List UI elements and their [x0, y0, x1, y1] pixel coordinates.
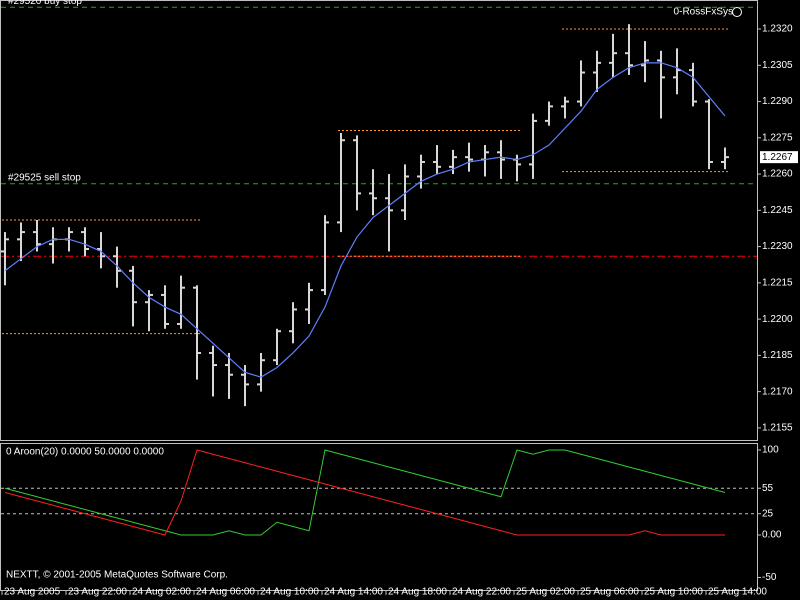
y-tick-label: 1.2215: [762, 277, 793, 288]
y-tick-label: 1.2290: [762, 96, 793, 107]
order-label: #29520 buy stop: [8, 0, 82, 7]
price-pane-frame: [0, 0, 758, 441]
y-tick-label: 55: [762, 483, 774, 494]
y-tick-label: 1.2275: [762, 132, 793, 143]
indicator-pane-frame: [0, 443, 758, 591]
order-label: #29525 sell stop: [8, 172, 81, 183]
x-tick-label: 24 Aug 06:00: [196, 587, 255, 598]
y-tick-label: 1.2170: [762, 386, 793, 397]
y-tick-label: -50: [762, 572, 777, 583]
copyright: NEXTT, © 2001-2005 MetaQuotes Software C…: [6, 570, 228, 581]
x-tick-label: 24 Aug 10:00: [260, 587, 319, 598]
expert-name: 0-RossFxSys: [674, 7, 733, 18]
y-tick-label: 1.2260: [762, 169, 793, 180]
x-tick-label: 25 Aug 10:00: [644, 587, 703, 598]
x-tick-label: 25 Aug 14:00: [708, 587, 767, 598]
y-tick-label: 1.2200: [762, 314, 793, 325]
x-tick-label: 24 Aug 14:00: [324, 587, 383, 598]
indicator-title: 0 Aroon(20) 0.0000 50.0000 0.0000: [6, 447, 164, 458]
x-tick-label: 24 Aug 18:00: [388, 587, 447, 598]
y-tick-label: 25: [762, 508, 774, 519]
y-tick-label: 1.2185: [762, 350, 793, 361]
y-tick-label: 1.2305: [762, 60, 793, 71]
y-tick-label: 1.2320: [762, 24, 793, 35]
x-tick-label: 23 Aug 2005: [4, 587, 61, 598]
current-price-label: 1.2267: [762, 152, 793, 163]
y-tick-label: 100: [762, 445, 779, 456]
x-tick-label: 24 Aug 22:00: [452, 587, 511, 598]
indicator-line: [4, 449, 725, 536]
x-tick-label: 24 Aug 02:00: [132, 587, 191, 598]
y-tick-label: 1.2155: [762, 423, 793, 434]
y-tick-label: 1.2230: [762, 241, 793, 252]
x-tick-label: 23 Aug 22:00: [68, 587, 127, 598]
x-tick-label: 25 Aug 02:00: [516, 587, 575, 598]
x-tick-label: 25 Aug 06:00: [580, 587, 639, 598]
current-price-box: [760, 151, 798, 164]
expert-icon: [732, 7, 742, 17]
moving-average: [4, 62, 726, 378]
indicator-line: [4, 449, 726, 536]
y-tick-label: 0.00: [762, 530, 782, 541]
y-tick-label: 1.2245: [762, 205, 793, 216]
